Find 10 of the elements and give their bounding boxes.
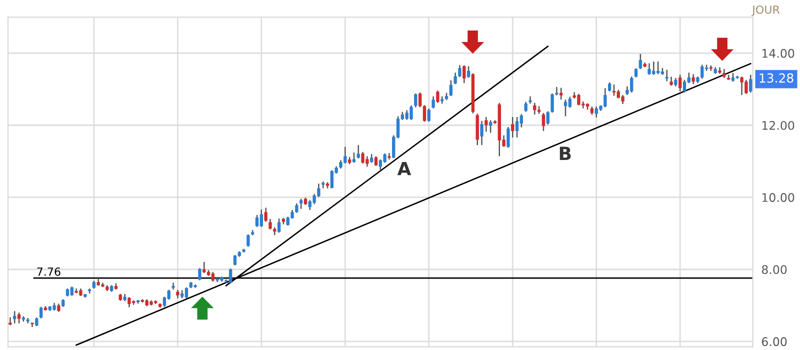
y-tick-label: 6.00	[762, 337, 787, 346]
text: JOUR	[752, 5, 780, 16]
y-tick-label: 8.00	[762, 265, 787, 274]
y-tick-label: 10.00	[762, 193, 794, 202]
ref-line-label: 7.76	[37, 267, 60, 276]
annotation: 13.28	[760, 73, 794, 83]
y-tick-label: 14.00	[762, 48, 794, 58]
annotation: A	[397, 162, 412, 176]
annotation: B	[560, 146, 571, 160]
y-tick-label: 12.00	[762, 120, 794, 130]
